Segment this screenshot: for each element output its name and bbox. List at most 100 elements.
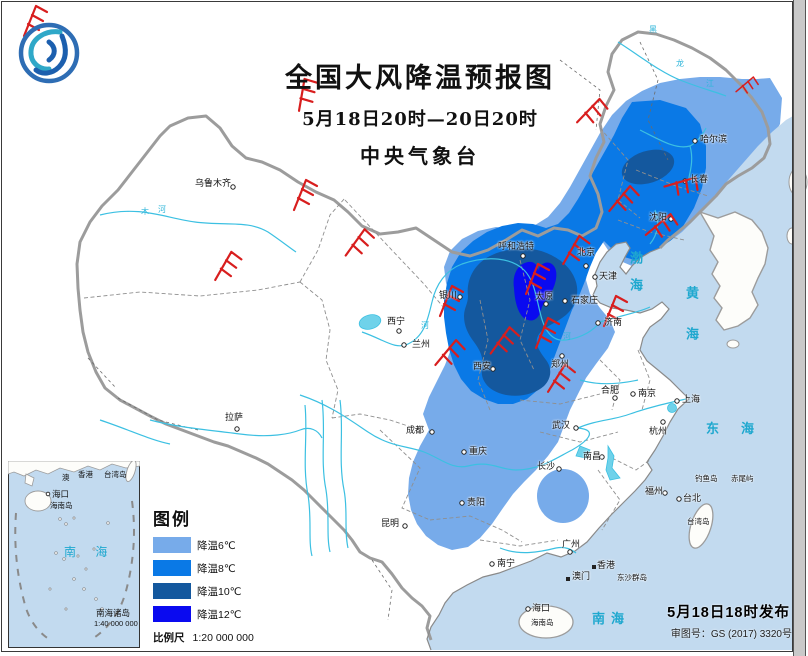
sea-label-yellowsea: 黄海 xyxy=(684,286,699,368)
city-label: 拉萨 xyxy=(225,412,244,422)
hainan-island xyxy=(518,605,574,639)
scale-label: 比例尺 xyxy=(153,632,185,644)
legend-swatch-12c xyxy=(153,606,191,622)
inset-caption: 南海诸岛 xyxy=(96,608,131,618)
city-label: 长沙 xyxy=(537,461,556,471)
city-label: 郑州 xyxy=(551,359,570,369)
lakes xyxy=(358,314,677,481)
city-label: 西安 xyxy=(473,361,492,371)
river-label: 江 xyxy=(706,79,714,88)
island-label: 海南岛 xyxy=(531,618,554,627)
south-china-sea-inset: 澳 香港 台湾岛 海口 海南岛 南 海 南海诸岛 1:40 000 000 xyxy=(8,461,140,648)
city-label: 武汉 xyxy=(552,420,571,430)
river-label: 黑 xyxy=(649,25,657,34)
legend-label: 降温12℃ xyxy=(197,608,242,621)
sea-label-eastsea: 东海 xyxy=(706,421,777,436)
page-title: 全国大风降温预报图 xyxy=(285,63,555,94)
inset-scale: 1:40 000 000 xyxy=(94,619,138,628)
island-label: 台湾岛 xyxy=(687,517,710,526)
city-label: 济南 xyxy=(604,317,623,327)
city-label: 香港 xyxy=(597,560,616,570)
city-label: 昆明 xyxy=(381,518,400,528)
city-label: 广州 xyxy=(562,539,581,549)
cooling-region-6c-south xyxy=(537,469,589,523)
national-border-south xyxy=(134,406,433,641)
river-label: 河 xyxy=(158,205,166,214)
rivers xyxy=(99,41,727,557)
city-label: 合肥 xyxy=(601,385,620,395)
inset-islands xyxy=(48,516,110,611)
map-frame xyxy=(1,1,793,652)
inset-hongkong-label: 香港 xyxy=(78,470,93,479)
legend-row: 降温8℃ xyxy=(153,560,273,576)
city-label: 沈阳 xyxy=(649,212,668,222)
coastline xyxy=(426,241,690,651)
city-label: 澳门 xyxy=(572,571,591,581)
city-label: 海口 xyxy=(532,603,551,613)
island-label: 钓鱼岛 xyxy=(695,474,718,483)
legend-label: 降温10℃ xyxy=(197,585,242,598)
legend-swatch-10c xyxy=(153,583,191,599)
city-label: 银川 xyxy=(439,290,458,300)
macau-marker xyxy=(566,577,570,581)
legend-swatch-6c xyxy=(153,537,191,553)
river-label: 木 xyxy=(141,207,149,216)
inset-haikou-label: 海口 xyxy=(52,489,70,499)
city-label: 西宁 xyxy=(387,316,406,326)
inset-dash-line xyxy=(14,500,135,642)
city-label: 南昌 xyxy=(583,451,602,461)
legend-swatch-8c xyxy=(153,560,191,576)
city-label: 福州 xyxy=(645,486,664,496)
city-label: 兰州 xyxy=(412,339,431,349)
inset-sea-label: 南 海 xyxy=(64,545,116,559)
inset-taiwan xyxy=(125,461,137,482)
legend-label: 降温6℃ xyxy=(197,539,236,552)
city-label: 哈尔滨 xyxy=(700,134,728,144)
city-label: 呼和浩特 xyxy=(498,241,535,251)
cma-logo-icon xyxy=(18,22,80,84)
korea-landmass xyxy=(698,210,769,331)
inset-haikou-dot xyxy=(45,491,51,497)
inset-hainan xyxy=(24,490,52,512)
city-label: 南宁 xyxy=(497,558,516,568)
inset-macau-label: 澳 xyxy=(62,473,70,482)
city-label: 杭州 xyxy=(649,426,668,436)
national-border xyxy=(75,30,772,410)
city-label: 台北 xyxy=(683,493,702,503)
legend: 图例 降温6℃ 降温8℃ 降温10℃ 降温12℃ 比例尺 1:20 000 000 xyxy=(153,505,273,645)
city-label: 石家庄 xyxy=(571,295,599,305)
city-label: 长春 xyxy=(690,174,709,184)
scale-value: 1:20 000 000 xyxy=(192,632,254,644)
river-label: 河 xyxy=(421,321,429,330)
legend-title: 图例 xyxy=(153,510,191,529)
city-label: 北京 xyxy=(577,247,596,257)
right-edge-strip xyxy=(793,0,806,656)
city-label: 成都 xyxy=(406,425,425,435)
city-dots xyxy=(230,138,698,612)
river-label: 龙 xyxy=(676,59,684,68)
sea-label-bohai: 渤海 xyxy=(628,251,643,305)
city-label: 太原 xyxy=(535,291,554,301)
map-scale: 比例尺 1:20 000 000 xyxy=(153,630,273,645)
island-label: 赤尾屿 xyxy=(731,474,754,483)
title-block: 全国大风降温预报图 5月18日20时—20日20时 中央气象台 xyxy=(250,56,590,169)
city-label: 重庆 xyxy=(469,446,488,456)
legend-row: 降温6℃ xyxy=(153,537,273,553)
map-approval-number: 审图号：GS (2017) 3320号 xyxy=(670,629,792,640)
agency-name: 中央气象台 xyxy=(360,144,480,168)
city-label: 贵阳 xyxy=(467,497,486,507)
river-label: 河 xyxy=(563,332,571,341)
legend-row: 降温10℃ xyxy=(153,583,273,599)
inset-map xyxy=(8,461,140,648)
legend-row: 降温12℃ xyxy=(153,606,273,622)
forecast-period: 5月18日20时—20日20时 xyxy=(302,109,538,130)
taiwan-island xyxy=(688,503,714,549)
release-time: 5月18日18时发布 xyxy=(667,605,790,621)
city-label: 天津 xyxy=(599,271,618,281)
inset-hainan-label: 海南岛 xyxy=(50,501,73,510)
inset-taiwan-label: 台湾岛 xyxy=(104,470,127,479)
city-label: 南京 xyxy=(638,388,657,398)
island-label: 东沙群岛 xyxy=(617,573,647,582)
legend-label: 降温8℃ xyxy=(197,562,236,575)
